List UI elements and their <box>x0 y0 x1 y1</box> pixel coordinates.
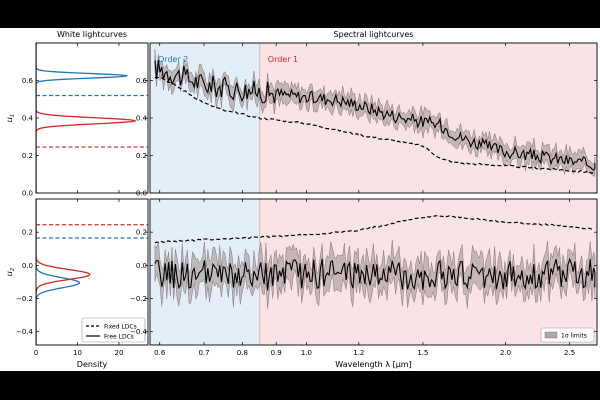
y-tick-label: 0.0 <box>22 190 33 198</box>
axes-frame <box>35 198 149 346</box>
y-tick-label: 0.2 <box>136 229 147 237</box>
x-tick-label: 0 <box>34 349 38 357</box>
axes-frame <box>149 42 598 194</box>
legend-label: Fixed LDCs <box>104 324 137 331</box>
x-axis-label: Density <box>77 360 108 369</box>
x-tick-label: 20 <box>115 349 124 357</box>
x-tick-label: 2.0 <box>500 349 511 357</box>
y-tick-label: −0.4 <box>16 328 34 336</box>
panel-title: Spectral lightcurves <box>334 30 414 39</box>
legend-swatch <box>544 331 558 339</box>
y-tick-label: 0.4 <box>22 115 34 123</box>
order-label: Order 1 <box>268 55 298 64</box>
fixed-ldc-line <box>154 214 594 244</box>
x-tick-label: 0.6 <box>154 349 166 357</box>
free-ldc-line <box>154 60 596 171</box>
x-tick-label: 1.0 <box>301 349 312 357</box>
density-curve <box>36 199 81 345</box>
density-curve <box>36 43 136 193</box>
legend-box <box>540 327 595 343</box>
legend-label: Free LDCs <box>104 334 134 341</box>
plot-area <box>36 199 148 345</box>
order-region <box>150 43 260 193</box>
order-label: Order 2 <box>158 55 188 64</box>
y-tick-label: −0.2 <box>16 295 33 303</box>
y-tick-label: 0.4 <box>136 115 148 123</box>
density-curve <box>36 199 91 345</box>
y-tick-label: 0.6 <box>22 77 34 85</box>
x-tick-label: 1.5 <box>417 349 428 357</box>
y-tick-label: 0.0 <box>136 190 147 198</box>
axes-frame <box>35 42 149 194</box>
x-tick-label: 0.7 <box>198 349 209 357</box>
free-ldc-line <box>154 257 596 291</box>
legend-label: 1σ limits <box>561 333 587 340</box>
y-axis-label: u1 <box>5 114 16 123</box>
y-axis-label: u2 <box>5 267 16 276</box>
y-tick-label: 0.2 <box>22 152 33 160</box>
y-tick-label: −0.4 <box>130 328 148 336</box>
x-tick-label: 1.2 <box>353 349 364 357</box>
plot-area <box>150 43 597 193</box>
y-tick-label: 0.0 <box>136 262 147 270</box>
x-axis-label: Wavelength λ [μm] <box>335 360 411 369</box>
y-tick-label: 0.0 <box>22 262 33 270</box>
y-tick-label: −0.2 <box>130 295 147 303</box>
y-tick-label: 0.2 <box>136 152 147 160</box>
y-tick-label: 0.2 <box>22 229 33 237</box>
axes-frame <box>149 198 598 346</box>
plot-area <box>150 199 597 345</box>
chart-panels: 0.0 0.2 0.4 0.6 White lightcurves u1 −0.4 −0.2 0… <box>5 30 598 369</box>
x-tick-label: 0.8 <box>237 349 248 357</box>
x-tick-label: 10 <box>73 349 82 357</box>
y-tick-label: 0.6 <box>136 77 148 85</box>
x-tick-label: 2.5 <box>564 349 575 357</box>
fixed-ldc-line <box>154 76 594 174</box>
panel-title: White lightcurves <box>57 30 127 39</box>
x-tick-label: 0.9 <box>271 349 282 357</box>
